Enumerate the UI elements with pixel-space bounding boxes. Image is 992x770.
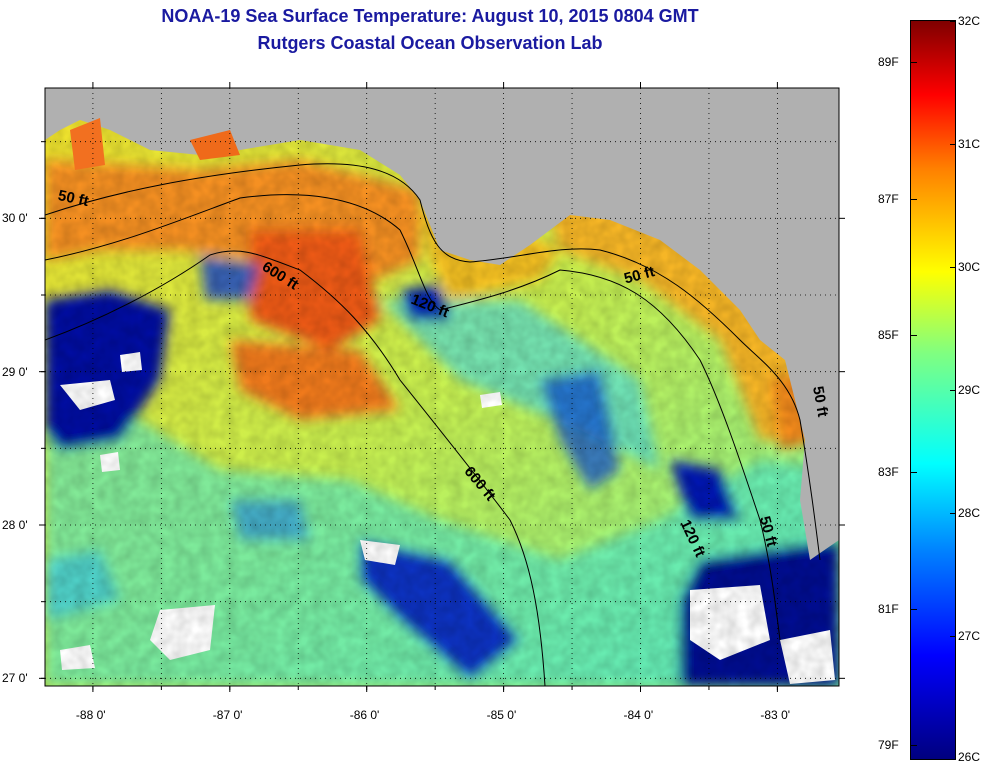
colorbar-fahrenheit-label: 89F [878, 55, 899, 69]
colorbar-tick [950, 144, 956, 145]
colorbar-celsius-label: 26C [958, 750, 981, 764]
colorbar-celsius-label: 27C [958, 629, 981, 643]
color-scale-bar [910, 20, 956, 760]
contour-label: 50 ft [56, 187, 90, 210]
colorbar-tick [950, 759, 956, 760]
axis-ticks [39, 82, 845, 692]
colorbar-celsius-label: 30C [958, 260, 981, 274]
x-tick-label: -85 0' [486, 708, 517, 722]
colorbar-celsius-label: 29C [958, 383, 981, 397]
colorbar-celsius-label: 28C [958, 506, 981, 520]
x-tick-label: -87 0' [212, 708, 243, 722]
map-subtitle: Rutgers Coastal Ocean Observation Lab [257, 33, 603, 53]
contour-label: 50 ft [809, 385, 831, 418]
colorbar-celsius-label: 31C [958, 137, 981, 151]
colorbar-tick [950, 21, 956, 22]
colorbar-tick [950, 390, 956, 391]
colorbar-fahrenheit-label: 83F [878, 465, 899, 479]
plot-frame [44, 87, 840, 687]
x-tick-label: -88 0' [75, 708, 106, 722]
x-tick-label: -84 0' [623, 708, 654, 722]
colorbar-tick [911, 472, 917, 473]
y-tick-label: 27 0' [2, 671, 28, 686]
land-mass [45, 88, 839, 560]
x-tick-label: -83 0' [760, 708, 791, 722]
x-tick-label: -86 0' [349, 708, 380, 722]
colorbar-fahrenheit-label: 79F [878, 738, 899, 753]
colorbar-tick [950, 267, 956, 268]
map-title: NOAA-19 Sea Surface Temperature: August … [161, 6, 699, 26]
colorbar-fahrenheit-label: 87F [878, 191, 899, 206]
colorbar-tick [950, 636, 956, 637]
y-tick-label: 29 0' [2, 364, 28, 379]
sst-field [45, 88, 839, 686]
colorbar-tick [911, 608, 917, 610]
colorbar-fahrenheit-label: 81F [878, 601, 899, 616]
colorbar-tick [911, 62, 917, 63]
colorbar-tick [911, 198, 917, 200]
colorbar-tick [911, 335, 917, 337]
y-tick-label: 30 0' [2, 211, 28, 226]
colorbar-celsius-label: 32C [958, 14, 981, 28]
isobath-contours [45, 163, 821, 686]
y-tick-label: 28 0' [2, 518, 28, 532]
colorbar-tick [911, 745, 917, 747]
colorbar-fahrenheit-label: 85F [878, 328, 899, 343]
colorbar-tick [950, 513, 956, 514]
